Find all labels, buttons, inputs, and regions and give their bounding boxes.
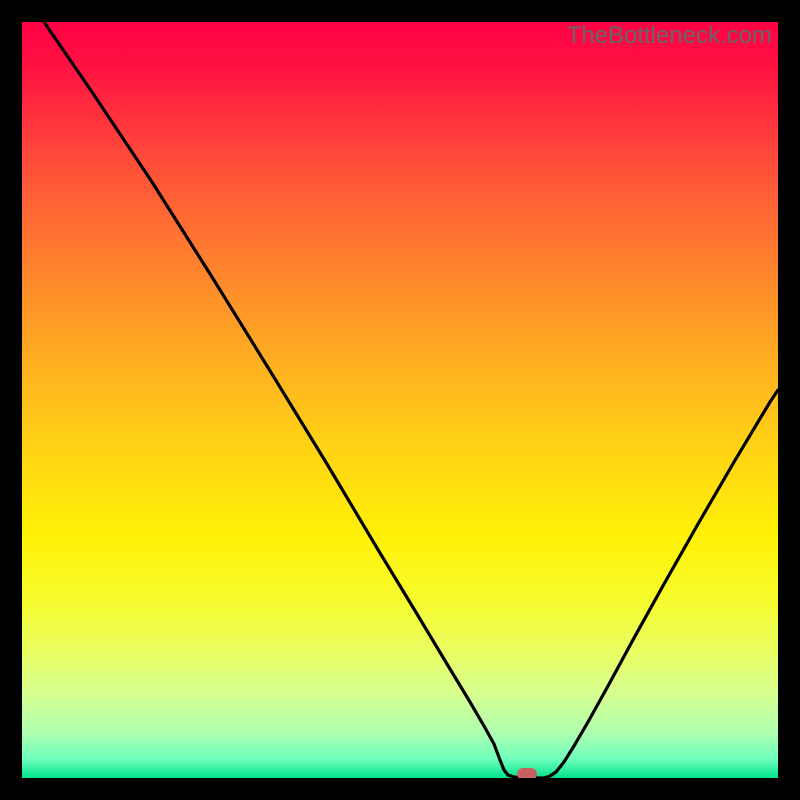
plot-area: TheBottleneck.com bbox=[22, 22, 778, 778]
bottleneck-curve bbox=[22, 22, 778, 778]
optimal-point-marker bbox=[517, 768, 537, 778]
chart-frame: TheBottleneck.com bbox=[0, 0, 800, 800]
watermark-text: TheBottleneck.com bbox=[567, 22, 772, 50]
